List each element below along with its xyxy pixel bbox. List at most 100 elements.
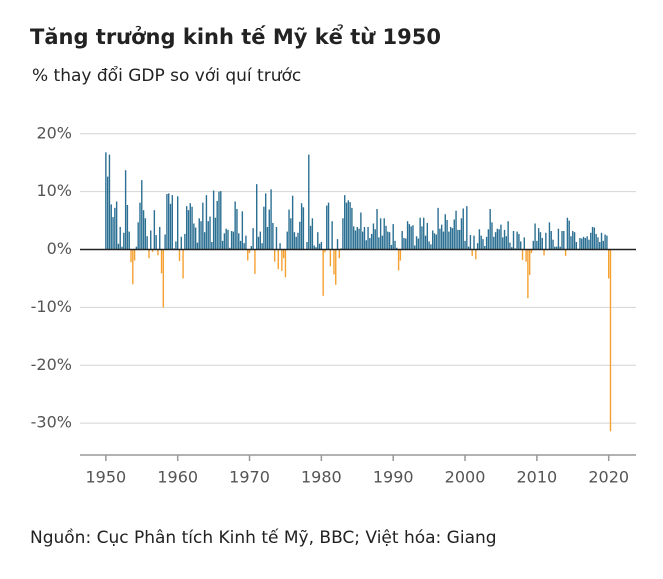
bar <box>124 170 127 250</box>
bar <box>457 229 459 250</box>
bar <box>151 249 154 252</box>
bar <box>198 218 200 250</box>
bar <box>579 237 581 250</box>
x-tick-label: 2010 <box>517 468 558 487</box>
bar <box>216 200 218 250</box>
bar <box>414 245 416 250</box>
bar <box>449 226 452 250</box>
bar <box>132 249 134 285</box>
bar <box>309 225 312 250</box>
bar <box>467 246 470 250</box>
bar <box>141 180 143 250</box>
bar <box>128 231 130 250</box>
bar <box>193 223 195 250</box>
bar <box>295 236 297 250</box>
bar <box>115 201 118 250</box>
bar <box>383 218 385 250</box>
bar <box>200 221 202 250</box>
bar <box>536 240 538 250</box>
bar <box>202 202 204 250</box>
bar <box>588 239 590 250</box>
bar <box>388 232 391 250</box>
bar <box>462 208 464 250</box>
bar <box>211 242 213 250</box>
bar <box>473 235 475 250</box>
bar <box>207 221 209 250</box>
bar <box>184 233 186 250</box>
bar <box>415 236 418 250</box>
x-tick-label: 2000 <box>445 468 486 487</box>
bar <box>153 210 156 250</box>
bar <box>187 210 190 250</box>
bar <box>182 249 184 279</box>
bar <box>543 249 545 256</box>
bar <box>105 152 107 250</box>
bar <box>539 232 542 250</box>
bar <box>561 231 563 250</box>
bar <box>523 237 525 250</box>
bar <box>430 244 432 250</box>
bar <box>432 230 434 250</box>
bar <box>505 236 508 250</box>
bar <box>212 190 215 250</box>
bar <box>466 206 468 250</box>
bar <box>564 249 567 256</box>
chart-subtitle: % thay đổi GDP so với quí trước <box>32 65 301 86</box>
bar <box>168 193 170 250</box>
bar <box>266 226 269 250</box>
bar <box>279 243 281 250</box>
bar <box>406 221 409 250</box>
bar <box>566 217 569 250</box>
bar <box>387 231 389 250</box>
bar <box>248 249 251 254</box>
bar <box>302 207 305 250</box>
bar <box>135 246 138 250</box>
bar <box>381 235 384 250</box>
bar <box>453 219 455 250</box>
chart-title: Tăng trưởng kinh tế Mỹ kể từ 1950 <box>30 24 441 49</box>
bar <box>166 193 168 250</box>
bar <box>234 201 236 250</box>
bar <box>586 236 588 250</box>
bar <box>367 226 369 250</box>
bar <box>157 249 159 256</box>
bar <box>455 210 457 250</box>
bar <box>602 240 605 250</box>
bar <box>554 246 556 250</box>
bar <box>491 222 493 250</box>
bar <box>440 224 443 250</box>
bar <box>117 243 120 250</box>
bar <box>281 249 283 271</box>
bar <box>331 221 333 250</box>
bar <box>297 232 299 250</box>
bar <box>225 228 227 250</box>
bar <box>525 249 527 262</box>
bar <box>189 203 191 250</box>
bar <box>444 214 446 250</box>
bar <box>114 207 116 250</box>
bar <box>405 238 407 250</box>
bar <box>291 195 294 250</box>
bar <box>478 229 481 250</box>
bar <box>550 231 552 250</box>
bar <box>139 202 141 250</box>
bar <box>250 246 253 250</box>
bar <box>530 249 533 254</box>
bar <box>385 225 387 250</box>
bar <box>593 227 596 250</box>
bar <box>582 236 585 250</box>
bar <box>333 249 335 275</box>
bar <box>435 234 437 250</box>
bar <box>277 249 279 270</box>
bar <box>320 242 323 250</box>
bar <box>164 234 166 250</box>
bar <box>264 193 267 250</box>
bar <box>507 221 509 250</box>
bar <box>600 232 603 250</box>
bar <box>563 231 565 250</box>
bar <box>256 184 258 250</box>
bar <box>171 195 174 250</box>
bar <box>503 229 506 250</box>
bar <box>363 226 366 250</box>
bar <box>351 207 353 250</box>
